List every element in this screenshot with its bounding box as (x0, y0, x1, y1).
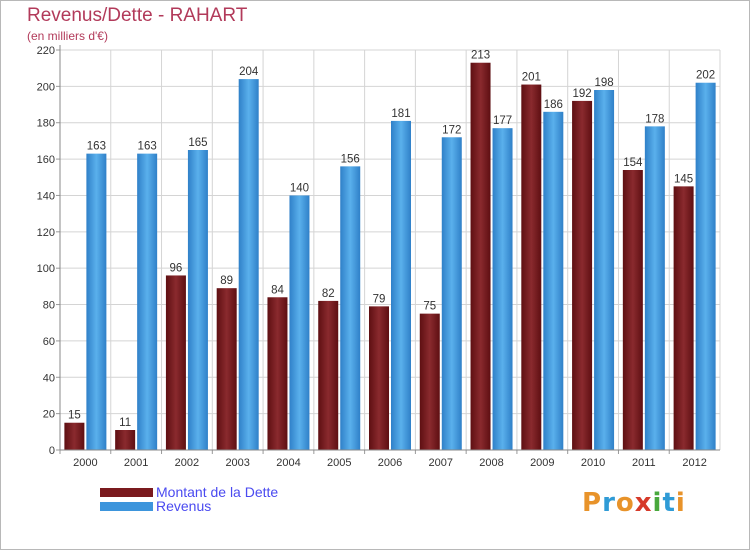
bar-dette-2012 (673, 186, 694, 450)
data-label-dette-2003: 89 (220, 275, 233, 287)
x-tick-label: 2011 (632, 457, 656, 469)
x-tick-label: 2004 (276, 457, 300, 469)
bar-revenus-2000 (86, 153, 107, 451)
y-tick-label: 100 (37, 263, 55, 275)
bar-revenus-2012 (695, 82, 716, 451)
x-tick-label: 2007 (429, 457, 453, 469)
x-tick-label: 2001 (124, 457, 148, 469)
bar-revenus-2005 (340, 166, 361, 450)
bar-revenus-2009 (543, 111, 564, 451)
logo-letter: x (634, 488, 653, 518)
x-tick-label: 2012 (682, 457, 706, 469)
axes: 0 20 40 60 80 100 120 140 160 180 200 220 2000 2001 20… (37, 45, 720, 469)
y-tick-label: 220 (37, 45, 55, 57)
logo-letter: P (582, 488, 603, 518)
data-label-revenus-2001: 163 (138, 141, 157, 153)
x-tick-label: 2002 (175, 457, 199, 469)
bar-dette-2011 (622, 170, 643, 450)
data-label-revenus-2005: 156 (341, 153, 360, 165)
bar-revenus-2011 (644, 126, 665, 450)
bar-dette-2003 (216, 288, 237, 450)
bar-revenus-2007 (441, 137, 462, 451)
bar-dette-2007 (419, 313, 440, 450)
y-tick-label: 40 (43, 372, 55, 384)
bar-dette-2009 (521, 84, 542, 450)
bar-dette-2006 (369, 306, 389, 450)
x-tick-label: 2008 (479, 457, 503, 469)
x-tick-label: 2000 (73, 457, 97, 469)
data-label-revenus-2010: 198 (594, 77, 613, 89)
bar-revenus-2002 (187, 150, 208, 450)
data-label-revenus-2002: 165 (188, 137, 207, 149)
bar-dette-2002 (165, 275, 186, 450)
y-tick-label: 80 (43, 300, 55, 312)
y-tick-label: 140 (37, 190, 55, 202)
bar-revenus-2010 (594, 90, 615, 450)
bar-revenus-2001 (137, 153, 158, 451)
bar-dette-2010 (572, 100, 593, 450)
logo-letter: t (662, 488, 676, 518)
bar-revenus-2003 (238, 79, 259, 450)
proxiti-logo: Proxiti (582, 488, 686, 518)
y-tick-label: 20 (43, 409, 55, 421)
legend-label-revenus: Revenus (156, 498, 212, 514)
y-tick-label: 200 (37, 81, 55, 93)
x-tick-label: 2009 (530, 457, 554, 469)
data-label-revenus-2012: 202 (696, 70, 715, 82)
y-tick-label: 120 (37, 227, 55, 239)
bar-revenus-2004 (289, 195, 310, 450)
data-label-revenus-2009: 186 (544, 99, 563, 111)
legend-label-dette: Montant de la Dette (156, 484, 279, 500)
logo-letter: o (615, 488, 635, 518)
data-label-revenus-2003: 204 (239, 66, 259, 78)
data-label-dette-2001: 11 (119, 417, 131, 429)
grid-lines (59, 49, 721, 450)
data-label-dette-2005: 82 (322, 288, 335, 300)
bar-revenus-2006 (391, 120, 411, 450)
legend-swatch-revenus (100, 502, 153, 511)
data-label-dette-2000: 15 (68, 410, 81, 422)
chart-title: Revenus/Dette - RAHART (27, 5, 248, 26)
data-label-dette-2011: 154 (623, 157, 643, 169)
x-tick-label: 2003 (225, 457, 249, 469)
data-label-dette-2002: 96 (170, 262, 183, 274)
bar-revenus-2008 (492, 128, 513, 450)
data-label-revenus-2007: 172 (442, 124, 461, 136)
bar-dette-2000 (64, 422, 85, 450)
bar-dette-2001 (115, 430, 136, 450)
y-tick-label: 0 (49, 445, 55, 457)
y-tick-label: 160 (37, 154, 55, 166)
y-tick-label: 180 (37, 118, 55, 130)
data-label-revenus-2008: 177 (493, 115, 512, 127)
data-label-dette-2004: 84 (271, 284, 284, 296)
data-label-dette-2008: 213 (471, 50, 490, 62)
chart-subtitle: (en milliers d'€) (27, 29, 108, 43)
x-tick-label: 2006 (378, 457, 402, 469)
x-tick-label: 2005 (327, 457, 351, 469)
logo-letter: r (602, 488, 616, 518)
logo-letter: i (675, 488, 686, 518)
data-label-revenus-2011: 178 (645, 113, 664, 125)
bars: 15 163 11 163 96 165 89 204 84 140 82 156 79 181 75 172… (64, 50, 716, 451)
logo-letter: i (652, 488, 663, 518)
data-label-dette-2006: 79 (373, 293, 386, 305)
x-tick-label: 2010 (581, 457, 605, 469)
data-label-dette-2012: 145 (674, 173, 693, 185)
legend-swatch-dette (100, 488, 153, 497)
data-label-revenus-2006: 181 (391, 108, 410, 120)
data-label-dette-2009: 201 (522, 72, 541, 84)
data-label-dette-2010: 192 (572, 88, 591, 100)
bar-dette-2005 (318, 300, 339, 450)
data-label-revenus-2004: 140 (290, 182, 309, 194)
bar-dette-2004 (267, 297, 288, 450)
data-label-dette-2007: 75 (423, 301, 436, 313)
bar-dette-2008 (470, 62, 491, 451)
data-label-revenus-2000: 163 (87, 141, 106, 153)
y-tick-label: 60 (43, 336, 55, 348)
